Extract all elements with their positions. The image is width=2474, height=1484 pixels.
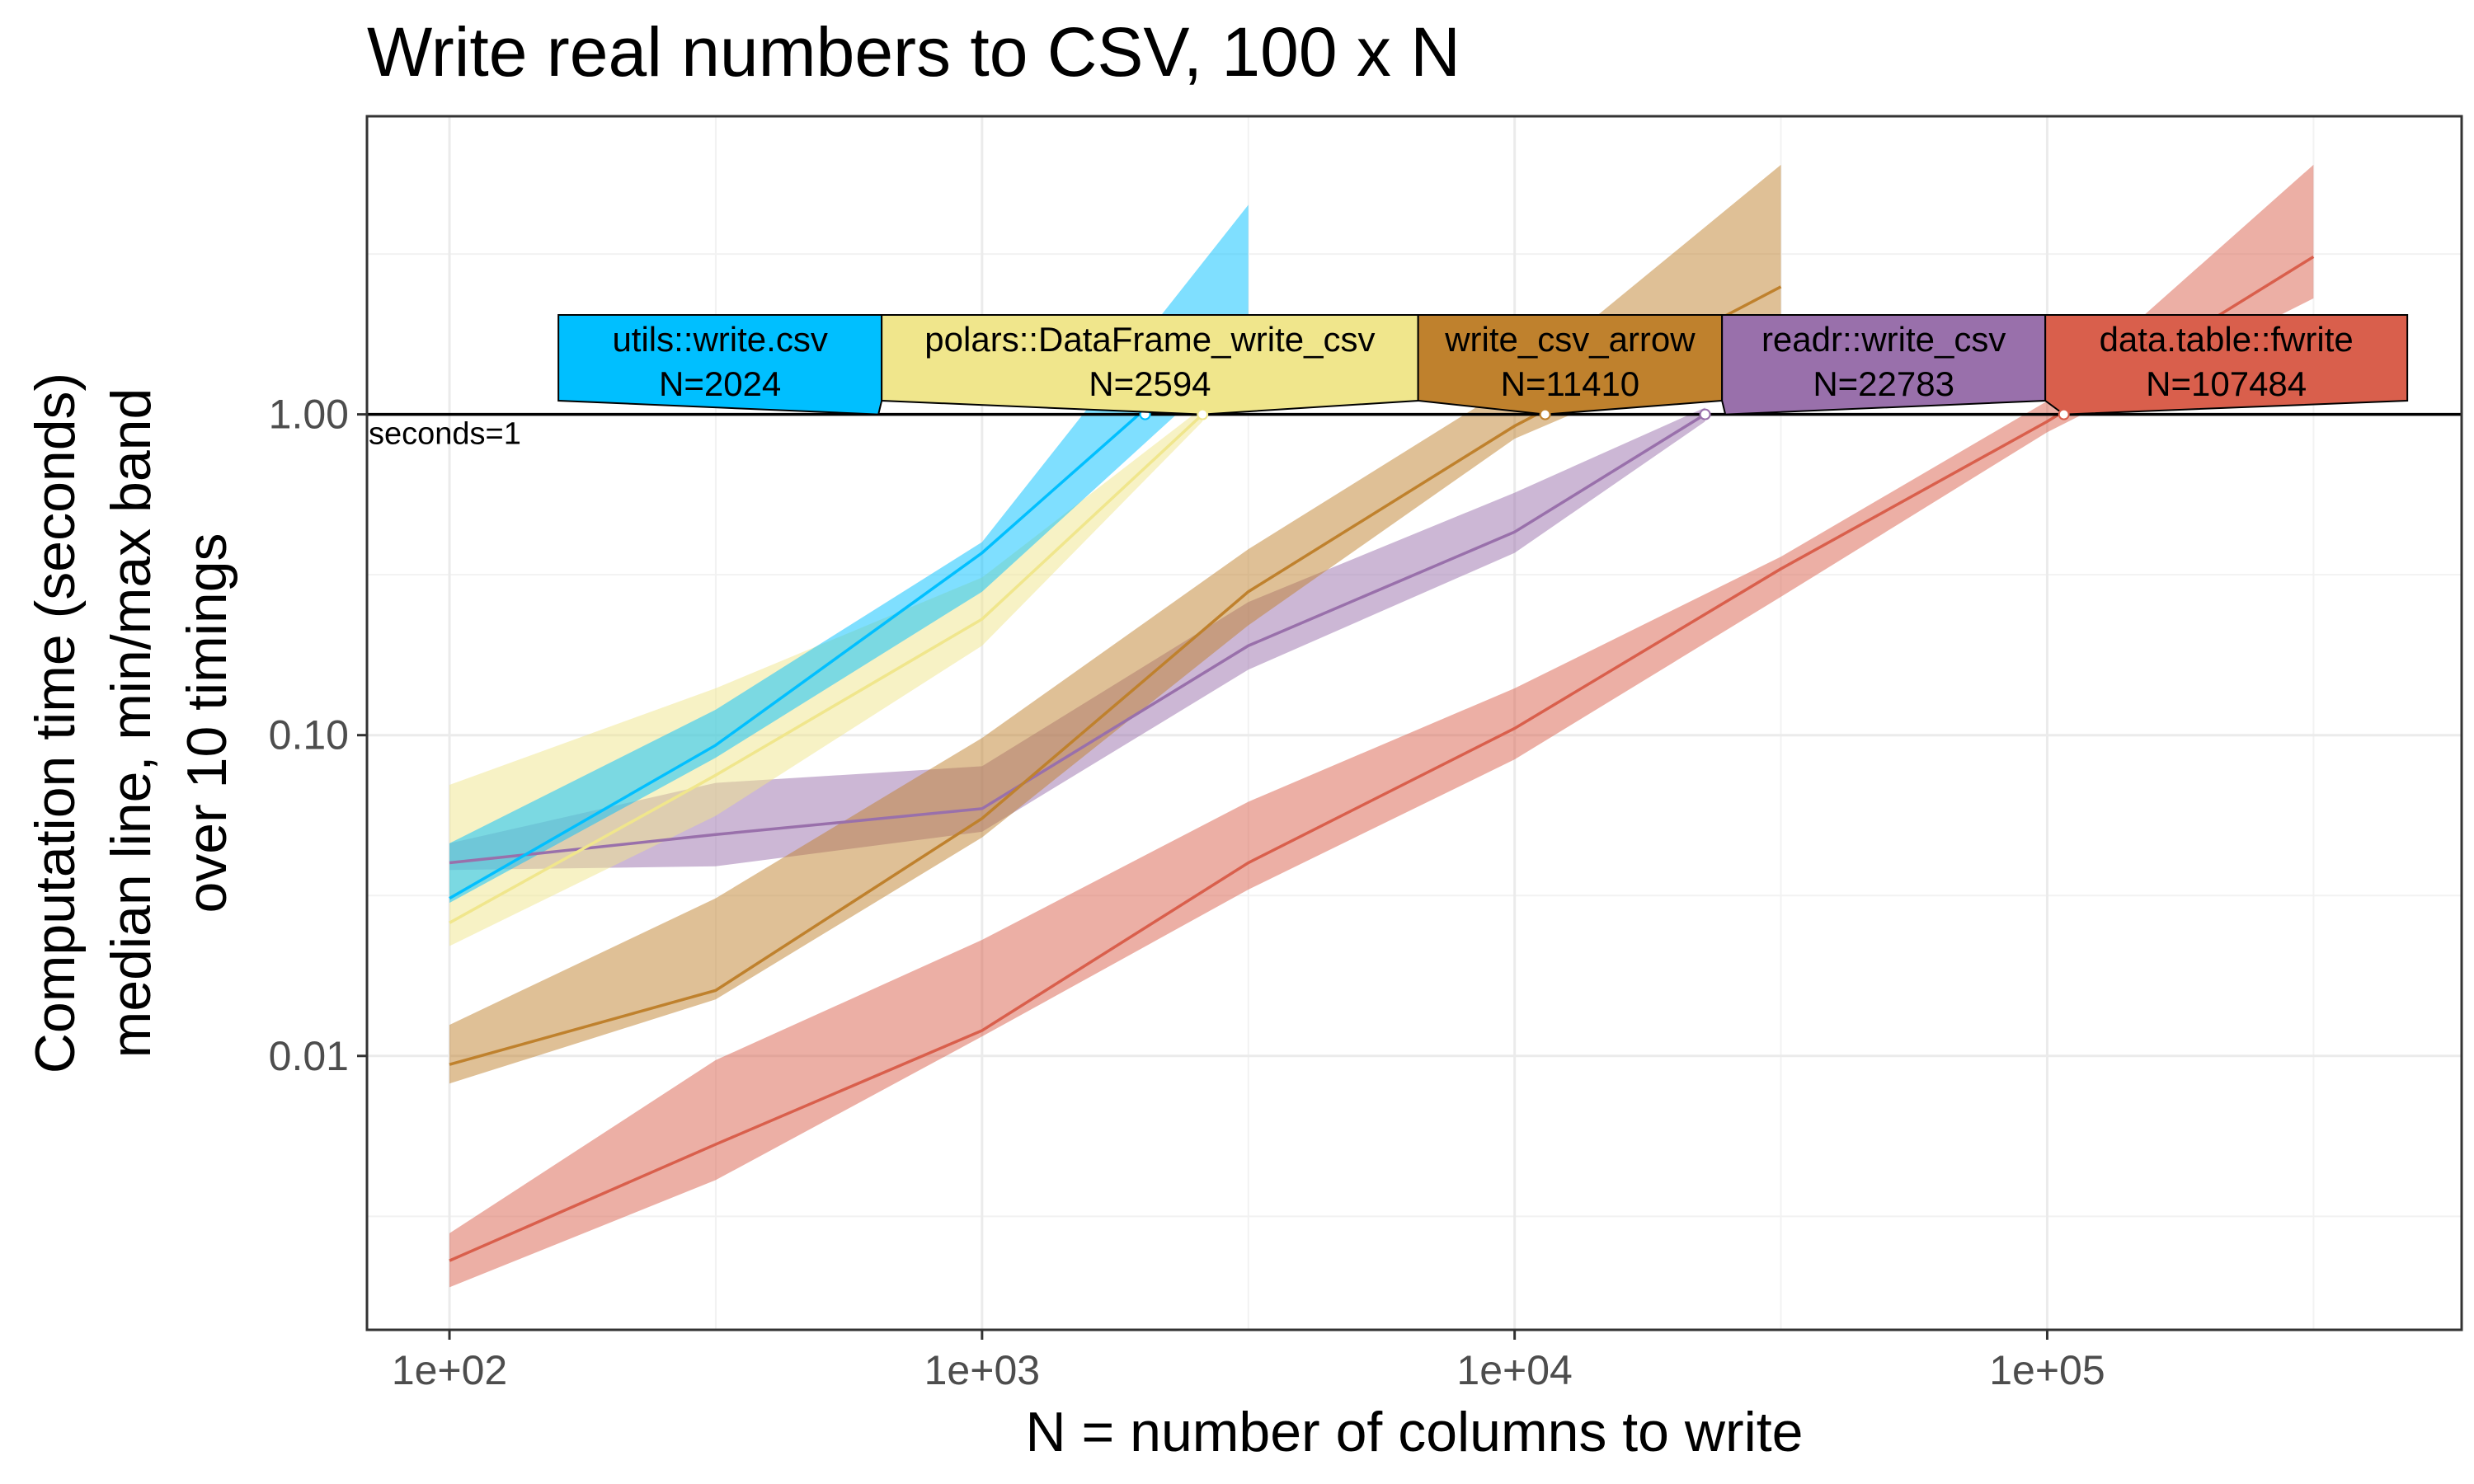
reference-line: seconds=1 [367,412,2462,452]
y-tick-label: 1.00 [269,392,349,438]
y-axis-ticks: 0.01 0.10 1.00 [269,392,367,1079]
band-utils-write-csv [449,204,1249,904]
median-line-utils-write-csv [449,317,1249,900]
series-bands [449,164,2314,1288]
median-line-readr-write-csv [449,413,1706,865]
band-data-table-fwrite [449,164,2314,1288]
x-axis-title: N = number of columns to write [1026,1401,1804,1463]
x-tick-label: 1e+05 [1989,1347,2105,1393]
y-axis-title-text: Computation time (seconds) median line, m… [24,373,238,1073]
label-series-name: utils::write.csv [612,320,827,359]
series-lines [449,255,2315,1262]
y-axis-title-line: Computation time (seconds) [24,373,87,1073]
x-axis-ticks: 1e+02 1e+03 1e+04 1e+05 [392,1330,2105,1393]
x-tick-label: 1e+03 [924,1347,1040,1393]
x-tick-label: 1e+04 [1456,1347,1572,1393]
label-box [1417,314,1724,416]
reference-line-label: seconds=1 [369,417,521,452]
label-crossing-value: N=107484 [2146,364,2307,403]
crossing-point [1197,408,1209,420]
label-series-name: polars::DataFrame_write_csv [924,320,1375,359]
crossing-point [1539,408,1551,420]
label-series-name: write_csv_arrow [1444,320,1696,359]
crossing-point [1699,408,1711,420]
label-series-name: data.table::fwrite [2100,320,2354,359]
band-write-csv-arrow [449,164,1781,1084]
y-tick-label: 0.10 [269,712,349,758]
label-box [1721,314,2047,416]
label-crossing-value: N=2024 [659,364,781,403]
series-labels: utils::write.csvN=2024polars::DataFrame_… [557,314,2409,420]
label-box [557,314,883,416]
label-box [881,314,1419,416]
label-write-csv-arrow: write_csv_arrow N=11410 [1417,314,1724,420]
y-axis-title-line: over 10 timings [176,533,238,913]
label-series-name: readr::write_csv [1761,320,2006,359]
label-crossing-value: N=11410 [1501,364,1640,403]
label-crossing-value: N=22783 [1813,364,1954,403]
median-line-polars-dataframe-write-csv [449,413,1204,924]
median-line-data-table-fwrite [449,255,2315,1262]
y-tick-label: 0.01 [269,1033,349,1079]
label-box [2044,314,2409,416]
chart-title: Write real numbers to CSV, 100 x N [367,13,1460,91]
y-axis-title-line: median line, min/max band [100,388,162,1059]
plot-border [365,115,2463,1331]
crossing-point [2058,408,2070,420]
y-axis-title: Computation time (seconds) median line, m… [24,373,238,1073]
label-crossing-value: N=2594 [1089,364,1211,403]
x-tick-label: 1e+02 [392,1347,507,1393]
